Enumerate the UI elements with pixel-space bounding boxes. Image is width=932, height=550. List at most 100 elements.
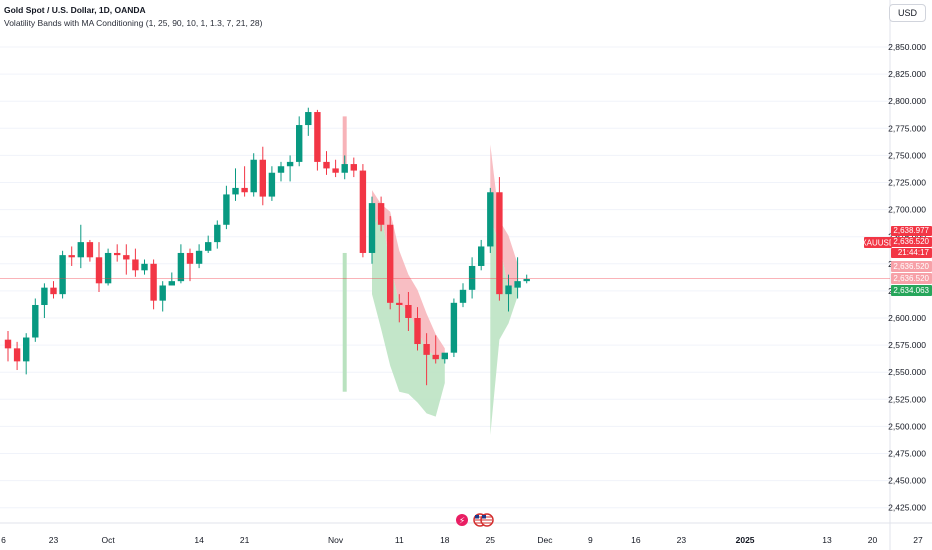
- candle-body: [223, 194, 230, 225]
- candle-body: [86, 242, 94, 258]
- x-tick-label: 9: [588, 535, 593, 545]
- x-tick-label: 27: [913, 535, 923, 545]
- ma-tag-2: 2,636.520: [893, 274, 929, 283]
- candle-body: [459, 289, 467, 303]
- candle-body: [132, 259, 139, 271]
- y-tick-label: 2,800.000: [888, 96, 926, 106]
- candle-body: [50, 287, 57, 295]
- candle-body: [314, 112, 321, 162]
- candle-body: [496, 192, 503, 295]
- candle-body: [432, 354, 439, 360]
- lower-band-spike: [342, 252, 347, 392]
- time-axis: 623Oct1421Nov111825Dec916232025132027Feb: [1, 535, 923, 545]
- x-tick-label: Nov: [328, 535, 344, 545]
- y-tick-label: 2,425.000: [888, 503, 926, 513]
- candle-body: [450, 302, 458, 353]
- y-tick-label: 2,575.000: [888, 340, 926, 350]
- candle-body: [405, 304, 412, 318]
- candle-body: [323, 161, 330, 169]
- y-tick-label: 2,725.000: [888, 178, 926, 188]
- candle-body: [77, 242, 84, 258]
- y-tick-label: 2,550.000: [888, 367, 926, 377]
- candle-body: [514, 281, 521, 288]
- y-tick-label: 2,475.000: [888, 449, 926, 459]
- candle-body: [396, 302, 403, 305]
- candle-body: [286, 161, 294, 167]
- upper-band-tag: 2,638.977: [893, 226, 929, 235]
- candle-body: [250, 159, 257, 193]
- x-tick-label: 6: [1, 535, 6, 545]
- candle-body: [241, 187, 248, 193]
- candle-body: [232, 187, 239, 195]
- lower-band-tag-bg: [891, 285, 932, 296]
- event-icons: ⚡: [456, 513, 494, 527]
- candle-body: [387, 224, 394, 303]
- candle-body: [377, 203, 385, 225]
- y-tick-label: 2,850.000: [888, 42, 926, 52]
- y-tick-label: 2,600.000: [888, 313, 926, 323]
- last-price-tag: 2,636.520: [893, 237, 929, 246]
- candle-body: [159, 285, 166, 301]
- price-tags: 2,638.977XAUUSD2,636.52021:44:172,636.52…: [861, 226, 932, 296]
- lower-band-tag: 2,634.063: [893, 286, 929, 295]
- x-tick-label: 14: [194, 535, 204, 545]
- candle-body: [41, 287, 48, 305]
- flag-canton: [475, 515, 479, 519]
- candle-body: [277, 166, 285, 173]
- candle-body: [186, 252, 194, 264]
- last-price-tag-bg: [891, 237, 932, 247]
- candle-body: [4, 339, 12, 349]
- currency-button[interactable]: USD: [888, 4, 926, 22]
- lightning-icon: [456, 514, 468, 526]
- candle-body: [68, 255, 75, 258]
- candle-body: [487, 192, 494, 247]
- upper-band-area: [490, 144, 518, 290]
- chart-legend: Gold Spot / U.S. Dollar, 1D, OANDA Volat…: [4, 4, 262, 30]
- x-tick-label: 25: [486, 535, 496, 545]
- candle-body: [505, 285, 512, 295]
- x-tick-label: 21: [240, 535, 250, 545]
- ma-tag-bg: [891, 261, 932, 272]
- y-tick-label: 2,775.000: [888, 123, 926, 133]
- y-tick-label: 2,700.000: [888, 205, 926, 215]
- candle-body: [468, 265, 476, 290]
- y-tick-label: 2,675.000: [888, 232, 926, 242]
- candle-body: [441, 352, 448, 360]
- x-tick-label: Oct: [101, 535, 115, 545]
- symbol-title: Gold Spot / U.S. Dollar, 1D, OANDA: [4, 5, 146, 15]
- candle-body: [123, 255, 130, 260]
- y-tick-label: 2,500.000: [888, 421, 926, 431]
- upper-band-spike: [342, 116, 347, 171]
- candle-body: [259, 159, 266, 197]
- candle-body: [296, 125, 303, 162]
- candle-body: [341, 164, 348, 173]
- candle-body: [205, 242, 212, 251]
- candle-body: [268, 172, 276, 197]
- candle-body: [414, 318, 421, 345]
- candle-body: [177, 252, 185, 282]
- x-tick-label: 13: [822, 535, 832, 545]
- x-tick-label: 20: [868, 535, 878, 545]
- x-tick-label: 2025: [736, 535, 755, 545]
- candle-body: [32, 304, 39, 338]
- countdown-tag: 21:44:17: [898, 248, 930, 257]
- countdown-tag-bg: [891, 248, 932, 258]
- candle-body: [423, 344, 430, 355]
- candle-body: [114, 252, 121, 256]
- x-tick-label: Dec: [537, 535, 553, 545]
- candle-body: [95, 257, 103, 284]
- flag-canton: [482, 515, 486, 519]
- candle-body: [359, 170, 367, 253]
- candle-body: [23, 337, 30, 362]
- x-tick-label: 11: [395, 535, 404, 545]
- y-tick-label: 2,450.000: [888, 476, 926, 486]
- y-tick-label: 2,825.000: [888, 69, 926, 79]
- lightning-glyph: ⚡: [459, 517, 465, 527]
- candle-body: [350, 164, 357, 171]
- candle-body: [195, 250, 203, 264]
- upper-band-tag-bg: [891, 226, 932, 236]
- candle-body: [305, 112, 312, 126]
- symbol-tag: XAUUSD: [861, 239, 895, 248]
